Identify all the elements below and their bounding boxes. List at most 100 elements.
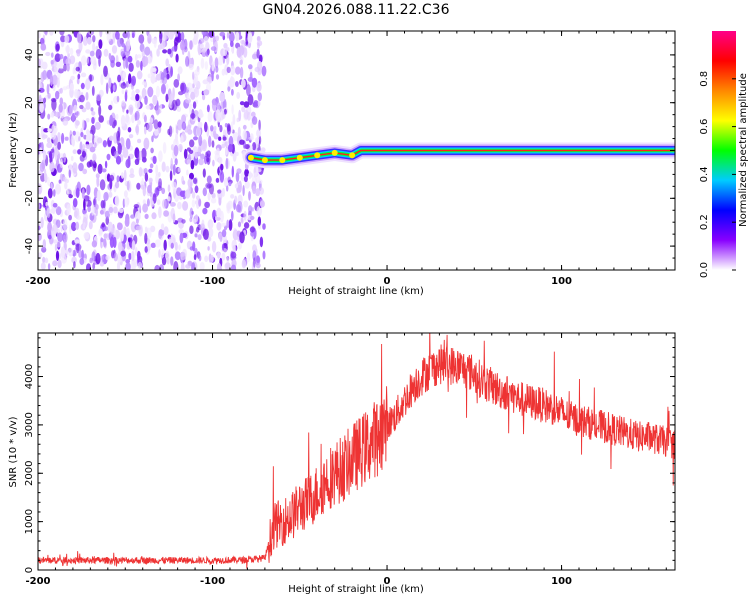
noise-blob (120, 230, 124, 242)
noise-blob (244, 168, 250, 177)
noise-blob (165, 93, 169, 103)
noise-blob (59, 158, 64, 169)
noise-blob (216, 222, 222, 231)
noise-blob (194, 233, 198, 238)
noise-blob (94, 142, 97, 149)
noise-blob (105, 82, 109, 95)
noise-blob (85, 78, 91, 90)
noise-blob (252, 185, 257, 194)
noise-blob (221, 252, 226, 261)
noise-blob (235, 81, 239, 87)
noise-blob (196, 195, 200, 201)
noise-blob (149, 163, 154, 169)
noise-blob (144, 126, 147, 135)
colorbar-tick-label: 0.0 (699, 262, 710, 278)
noise-blob (189, 207, 194, 219)
noise-blob (41, 61, 48, 70)
noise-blob (190, 159, 195, 170)
snr-ytick-label: 0 (24, 567, 35, 573)
colorbar-tick-label: 0.4 (699, 166, 710, 182)
noise-blob (160, 83, 167, 95)
noise-blob (80, 131, 84, 138)
noise-blob (187, 178, 193, 188)
noise-blob (125, 57, 129, 69)
noise-blob (135, 218, 139, 224)
noise-blob (85, 118, 90, 123)
noise-blob (113, 206, 118, 214)
noise-blob (171, 99, 178, 111)
noise-blob (85, 101, 91, 110)
noise-blob (116, 95, 120, 103)
noise-blob (134, 211, 141, 222)
noise-blob (86, 263, 91, 270)
noise-blob (176, 119, 183, 131)
noise-blob (186, 94, 190, 101)
noise-blob (80, 55, 87, 66)
noise-blob (98, 228, 103, 235)
noise-blob (47, 176, 50, 186)
noise-blob (120, 250, 126, 257)
noise-blob (189, 225, 194, 234)
noise-blob (150, 67, 157, 72)
noise-blob (99, 31, 103, 38)
noise-blob (188, 63, 194, 71)
noise-blob (82, 168, 88, 175)
noise-blob (92, 160, 97, 172)
noise-blob (234, 183, 239, 189)
noise-blob (189, 40, 193, 50)
noise-blob (111, 45, 118, 54)
noise-blob (239, 139, 245, 145)
noise-blob (180, 262, 185, 270)
noise-blob (88, 142, 94, 147)
noise-blob (241, 259, 247, 269)
noise-blob (205, 151, 208, 158)
noise-blob (156, 48, 160, 57)
noise-blob (109, 114, 114, 126)
noise-blob (52, 202, 58, 208)
noise-blob (191, 262, 196, 270)
noise-blob (222, 187, 225, 197)
noise-blob (88, 221, 93, 230)
noise-blob (140, 60, 143, 71)
noise-blob (219, 124, 223, 133)
noise-blob (178, 244, 181, 251)
noise-blob (182, 180, 186, 185)
noise-blob (66, 63, 70, 72)
noise-blob (254, 172, 257, 178)
spec-ytick-label: 0 (24, 147, 35, 153)
noise-blob (250, 215, 255, 221)
noise-blob (46, 137, 51, 144)
noise-blob (105, 255, 110, 261)
noise-blob (193, 136, 198, 141)
noise-blob (235, 151, 239, 157)
noise-blob (123, 169, 127, 181)
noise-blob (80, 82, 85, 90)
noise-blob (191, 191, 196, 199)
noise-blob (144, 232, 148, 245)
noise-blob (143, 137, 150, 150)
noise-blob (189, 139, 195, 148)
noise-blob (255, 262, 261, 269)
noise-blob (246, 252, 251, 263)
noise-blob (190, 113, 196, 119)
noise-blob (239, 66, 244, 79)
snr-xtick-label: -100 (200, 576, 225, 587)
noise-blob (178, 143, 183, 152)
noise-blob (168, 63, 171, 73)
noise-blob (160, 223, 165, 231)
noise-blob (81, 150, 87, 158)
noise-blob (230, 40, 234, 47)
noise-blob (125, 81, 129, 88)
noise-blob (243, 175, 248, 183)
noise-blob (72, 67, 76, 75)
spec-ytick-label: 40 (24, 49, 35, 62)
noise-blob (155, 73, 162, 81)
noise-blob (153, 119, 159, 130)
noise-blob (241, 79, 246, 88)
noise-blob (137, 138, 142, 144)
noise-blob (109, 178, 113, 190)
noise-blob (215, 177, 220, 183)
noise-blob (226, 185, 229, 192)
noise-blob (242, 124, 247, 130)
noise-blob (47, 113, 51, 120)
